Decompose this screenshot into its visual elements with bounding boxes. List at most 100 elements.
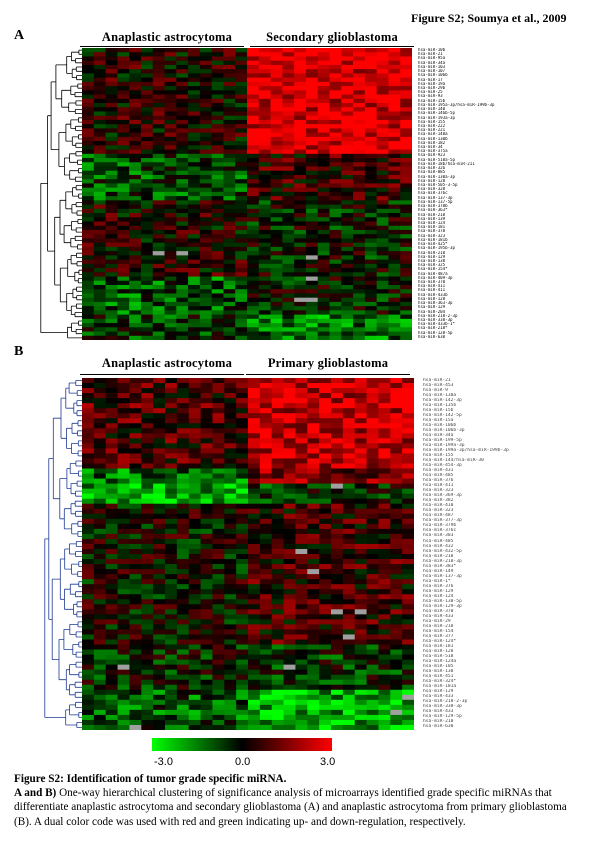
heatmap-cell [317,242,330,248]
heatmap-cell [248,398,261,404]
heatmap-cell [141,624,154,630]
heatmap-cell [165,513,178,520]
heatmap-cell [152,200,165,205]
heatmap-cell [258,259,271,265]
heatmap-cell [247,128,260,134]
mirna-label: hsa-miR-124 [423,593,454,599]
heatmap-cell [270,69,283,74]
heatmap-cell [224,463,237,469]
heatmap-cell [390,644,403,650]
heatmap-cell [342,724,356,730]
heatmap-cell [199,69,213,74]
heatmap-cell [248,719,261,726]
heatmap-cell [105,217,118,222]
heatmap-cell [342,569,356,575]
heatmap-cell [353,217,366,222]
heatmap-cell [140,314,154,320]
heatmap-cell [294,259,307,265]
heatmap-cell [342,719,356,726]
heatmap-cell [176,689,190,696]
heatmap-cell [319,679,332,686]
heatmap-cell [270,73,283,79]
heatmap-cell [294,64,307,70]
heatmap-cell [200,604,213,610]
heatmap-cell [212,619,225,625]
heatmap-cell [388,115,401,121]
heatmap-cell [211,272,224,277]
heatmap-cell [140,170,154,176]
heatmap-cell [105,225,118,231]
heatmap-cell [188,251,201,256]
heatmap-cell [248,513,261,520]
heatmap-cell [402,719,414,726]
heatmap-cell [376,284,389,290]
mirna-label: hsa-miR-130a [423,393,457,399]
heatmap-cell [317,183,330,189]
heatmap-cell [378,654,391,660]
heatmap-cell [164,136,177,142]
heatmap-cell [212,498,225,505]
mirna-label: hsa-miR-105 [423,663,454,669]
heatmap-cell [117,513,130,520]
heatmap-cell [224,694,237,701]
heatmap-cell [152,306,165,311]
heatmap-cell [259,589,273,595]
heatmap-cell [354,564,367,570]
heatmap-cell [390,689,403,696]
heatmap-cell [164,196,177,201]
mirna-label: hsa-miR-324* [423,678,457,684]
heatmap-cell [152,52,165,57]
heatmap-cell [247,259,260,265]
heatmap-cell [247,145,260,150]
heatmap-cell [258,81,271,87]
heatmap-cell [342,428,356,434]
heatmap-cell [117,584,130,590]
heatmap-cell [105,310,118,316]
heatmap-cell [93,90,106,95]
heatmap-cell [105,403,118,409]
heatmap-cell [258,69,271,74]
heatmap-cell [390,624,403,630]
heatmap-cell [176,423,190,429]
heatmap-cell [364,259,378,265]
heatmap-cell [199,234,213,239]
heatmap-cell [212,398,225,404]
heatmap-cell [317,166,330,172]
heatmap-cell [294,213,307,218]
heatmap-cell [235,246,248,252]
heatmap-cell [211,301,224,307]
heatmap-cell [341,141,354,146]
heatmap-cell [282,259,295,265]
panel-a-group-left-line [80,46,244,47]
mirna-label: hsa-miR-487a [418,271,448,276]
heatmap-cell [378,383,391,389]
heatmap-cell [105,86,118,91]
heatmap-cell [294,111,307,117]
heatmap-cell [282,183,295,189]
heatmap-cell [236,503,249,510]
heatmap-cell [329,90,342,95]
heatmap-cell [105,398,118,404]
heatmap-cell [165,709,178,716]
heatmap-cell [305,183,319,189]
heatmap-cell [165,609,178,615]
heatmap-cell [258,141,271,146]
heatmap-cell [402,564,414,570]
panel-a-group-left: Anaplastic astrocytoma [101,30,233,44]
heatmap-cell [176,523,190,530]
mirna-label: hsa-miR-338-3p [423,704,462,710]
heatmap-cell [235,162,248,167]
heatmap-cell [129,158,142,163]
heatmap-cell [271,669,284,676]
heatmap-cell [317,327,330,332]
heatmap-cell [283,634,296,640]
heatmap-cell [152,310,165,316]
heatmap-cell [82,255,95,260]
mirna-label: hsa-miR-15b [418,98,446,103]
heatmap-cell [117,119,130,125]
heatmap-cell [188,554,201,560]
heatmap-cell [366,428,379,434]
heatmap-cell [364,196,378,201]
heatmap-cell [295,569,308,575]
heatmap-cell [402,468,414,474]
